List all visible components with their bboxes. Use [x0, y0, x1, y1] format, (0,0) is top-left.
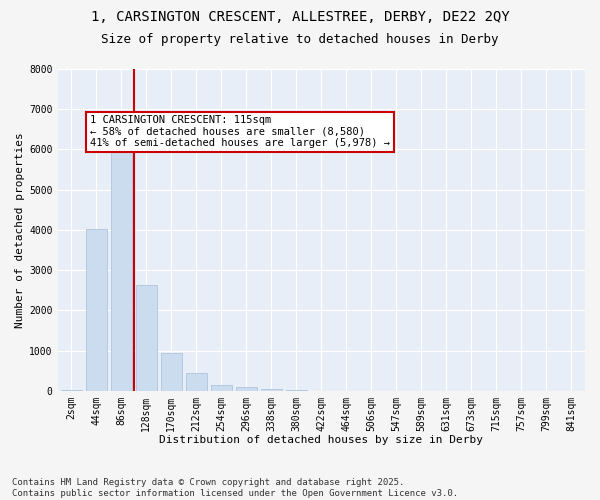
Bar [260, 389, 282, 390]
Text: Contains HM Land Registry data © Crown copyright and database right 2025.
Contai: Contains HM Land Registry data © Crown c… [12, 478, 458, 498]
Bar [185, 372, 207, 390]
X-axis label: Distribution of detached houses by size in Derby: Distribution of detached houses by size … [159, 435, 483, 445]
Y-axis label: Number of detached properties: Number of detached properties [15, 132, 25, 328]
Bar [86, 229, 107, 390]
Text: 1, CARSINGTON CRESCENT, ALLESTREE, DERBY, DE22 2QY: 1, CARSINGTON CRESCENT, ALLESTREE, DERBY… [91, 10, 509, 24]
Bar [110, 128, 132, 390]
Bar [136, 286, 157, 391]
Bar [161, 352, 182, 391]
Bar [236, 387, 257, 390]
Bar [211, 385, 232, 390]
Text: Size of property relative to detached houses in Derby: Size of property relative to detached ho… [101, 32, 499, 46]
Text: 1 CARSINGTON CRESCENT: 115sqm
← 58% of detached houses are smaller (8,580)
41% o: 1 CARSINGTON CRESCENT: 115sqm ← 58% of d… [90, 115, 390, 148]
